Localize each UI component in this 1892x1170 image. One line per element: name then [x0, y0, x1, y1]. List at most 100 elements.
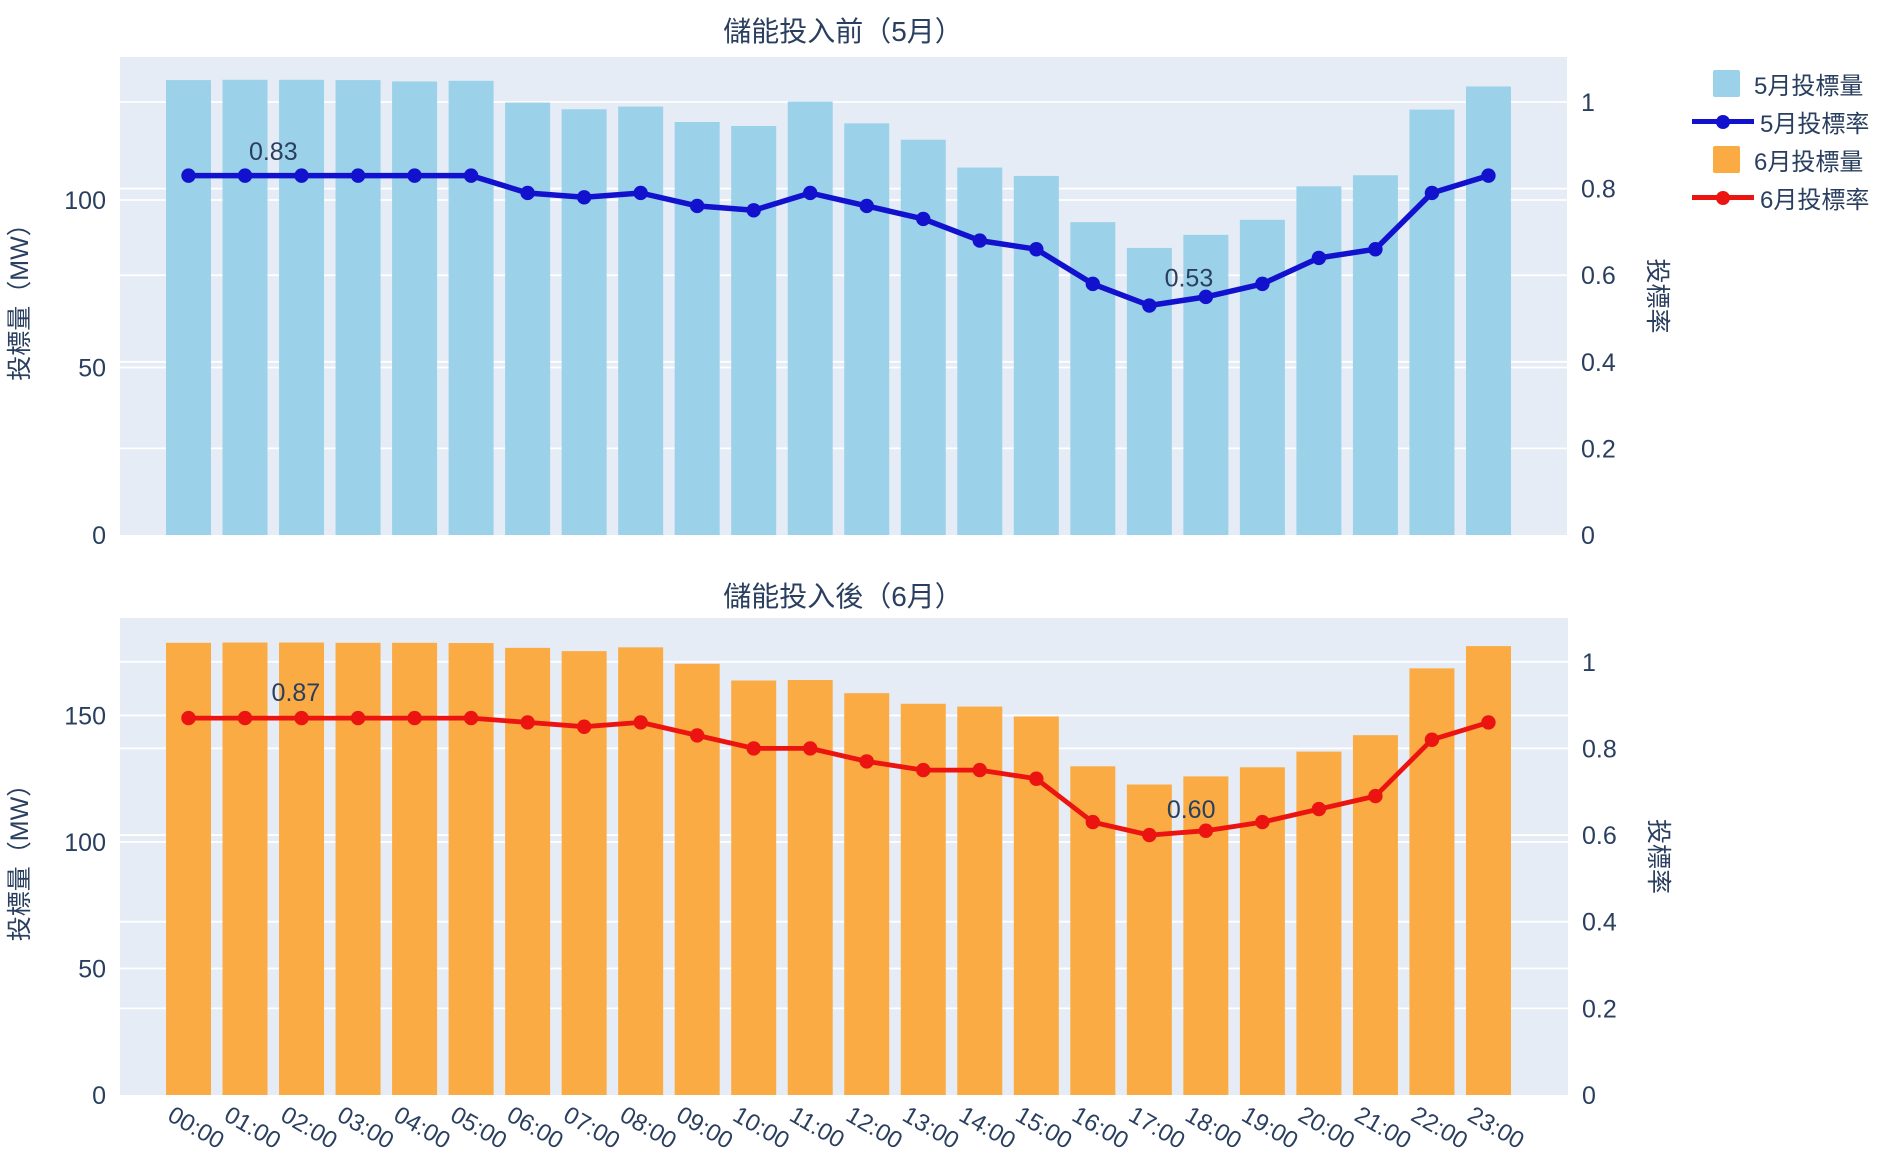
- line-marker[interactable]: [1368, 242, 1383, 257]
- bar[interactable]: [900, 703, 946, 1095]
- line-marker[interactable]: [237, 168, 253, 183]
- line-marker[interactable]: [463, 168, 479, 183]
- line-marker[interactable]: [181, 168, 196, 183]
- line-marker[interactable]: [1424, 185, 1440, 201]
- line-marker[interactable]: [181, 710, 196, 726]
- line-marker[interactable]: [972, 762, 987, 778]
- y-left-tick-label: 0: [92, 522, 106, 550]
- line-marker[interactable]: [633, 185, 648, 201]
- line-marker[interactable]: [407, 168, 422, 183]
- line-marker[interactable]: [350, 710, 366, 726]
- bar[interactable]: [448, 643, 494, 1095]
- line-marker[interactable]: [407, 710, 422, 726]
- bar[interactable]: [844, 693, 890, 1095]
- bar[interactable]: [1465, 646, 1511, 1095]
- bar[interactable]: [1239, 219, 1285, 535]
- line-marker[interactable]: [803, 185, 818, 201]
- bar[interactable]: [222, 642, 268, 1095]
- bar[interactable]: [1013, 175, 1059, 535]
- bar[interactable]: [618, 647, 664, 1095]
- line-marker[interactable]: [1368, 788, 1383, 804]
- line-marker[interactable]: [689, 198, 705, 214]
- line-marker[interactable]: [916, 211, 931, 227]
- bar[interactable]: [731, 126, 777, 535]
- bar[interactable]: [166, 80, 211, 535]
- line-marker[interactable]: [689, 728, 705, 743]
- bar[interactable]: [561, 651, 607, 1095]
- bar[interactable]: [1352, 175, 1398, 535]
- line-marker[interactable]: [1085, 276, 1101, 292]
- bar[interactable]: [1070, 222, 1116, 535]
- bar[interactable]: [618, 106, 664, 536]
- line-marker[interactable]: [803, 741, 818, 756]
- y-right-tick-label: 0.6: [1581, 262, 1616, 290]
- y-right-tick-label: 0.8: [1581, 176, 1616, 204]
- bar[interactable]: [505, 102, 551, 535]
- line-marker[interactable]: [746, 203, 761, 218]
- y-left-tick-label: 100: [64, 187, 106, 215]
- bar[interactable]: [1296, 186, 1342, 535]
- bar[interactable]: [1465, 86, 1511, 535]
- line-marker[interactable]: [463, 710, 479, 726]
- line-marker[interactable]: [972, 233, 987, 248]
- x-tick-label: 07:00: [559, 1101, 625, 1154]
- bar[interactable]: [448, 80, 494, 535]
- bar[interactable]: [166, 642, 211, 1095]
- bar[interactable]: [505, 647, 551, 1095]
- line-marker[interactable]: [237, 710, 253, 726]
- bar[interactable]: [1409, 668, 1455, 1095]
- legend-label: 6月投標量: [1754, 148, 1864, 176]
- bar[interactable]: [561, 109, 607, 536]
- y-right-tick-label: 0.2: [1581, 435, 1616, 463]
- line-marker[interactable]: [1029, 242, 1044, 257]
- line-marker[interactable]: [1198, 289, 1214, 305]
- bar[interactable]: [844, 123, 890, 535]
- line-marker[interactable]: [859, 198, 874, 214]
- legend-item-may-rate[interactable]: 5月投標率: [1692, 102, 1890, 140]
- line-marker[interactable]: [746, 741, 761, 756]
- line-marker[interactable]: [1255, 276, 1270, 292]
- bar[interactable]: [787, 101, 833, 535]
- line-marker[interactable]: [350, 168, 366, 183]
- line-marker[interactable]: [1198, 823, 1214, 838]
- line-marker[interactable]: [1085, 814, 1101, 830]
- line-marker[interactable]: [1311, 801, 1327, 817]
- line-marker[interactable]: [576, 190, 592, 205]
- line-marker[interactable]: [520, 715, 535, 730]
- june-volume-swatch-icon: [1713, 145, 1740, 173]
- line-marker[interactable]: [1481, 715, 1496, 730]
- bar[interactable]: [674, 121, 720, 535]
- line-marker[interactable]: [1029, 771, 1044, 786]
- bar[interactable]: [1409, 109, 1455, 535]
- line-marker[interactable]: [520, 185, 535, 201]
- line-marker[interactable]: [633, 715, 648, 730]
- bar[interactable]: [335, 642, 381, 1095]
- bar[interactable]: [279, 79, 325, 535]
- line-marker[interactable]: [916, 762, 931, 778]
- legend: 5月投標量 5月投標率 6月投標量 6月投標率: [1692, 64, 1890, 216]
- line-marker[interactable]: [1481, 168, 1496, 183]
- legend-label: 5月投標量: [1754, 72, 1864, 100]
- bar[interactable]: [957, 167, 1003, 535]
- line-marker[interactable]: [1424, 732, 1440, 747]
- line-marker[interactable]: [1255, 814, 1270, 830]
- line-marker[interactable]: [576, 719, 592, 734]
- bar[interactable]: [1183, 234, 1229, 535]
- bar[interactable]: [1126, 247, 1172, 536]
- legend-item-may-volume[interactable]: 5月投標量: [1692, 64, 1890, 102]
- bar[interactable]: [222, 79, 268, 535]
- line-marker[interactable]: [1142, 298, 1157, 313]
- bar[interactable]: [335, 80, 381, 535]
- bar[interactable]: [279, 642, 325, 1095]
- legend-item-june-rate[interactable]: 6月投標率: [1692, 178, 1890, 216]
- bar[interactable]: [900, 139, 946, 535]
- line-marker[interactable]: [859, 754, 874, 769]
- line-marker[interactable]: [294, 710, 309, 726]
- line-marker[interactable]: [1311, 250, 1327, 266]
- legend-item-june-volume[interactable]: 6月投標量: [1692, 140, 1890, 178]
- bar[interactable]: [392, 81, 438, 535]
- line-marker[interactable]: [294, 168, 309, 183]
- line-marker[interactable]: [1142, 827, 1157, 843]
- bar[interactable]: [392, 642, 438, 1095]
